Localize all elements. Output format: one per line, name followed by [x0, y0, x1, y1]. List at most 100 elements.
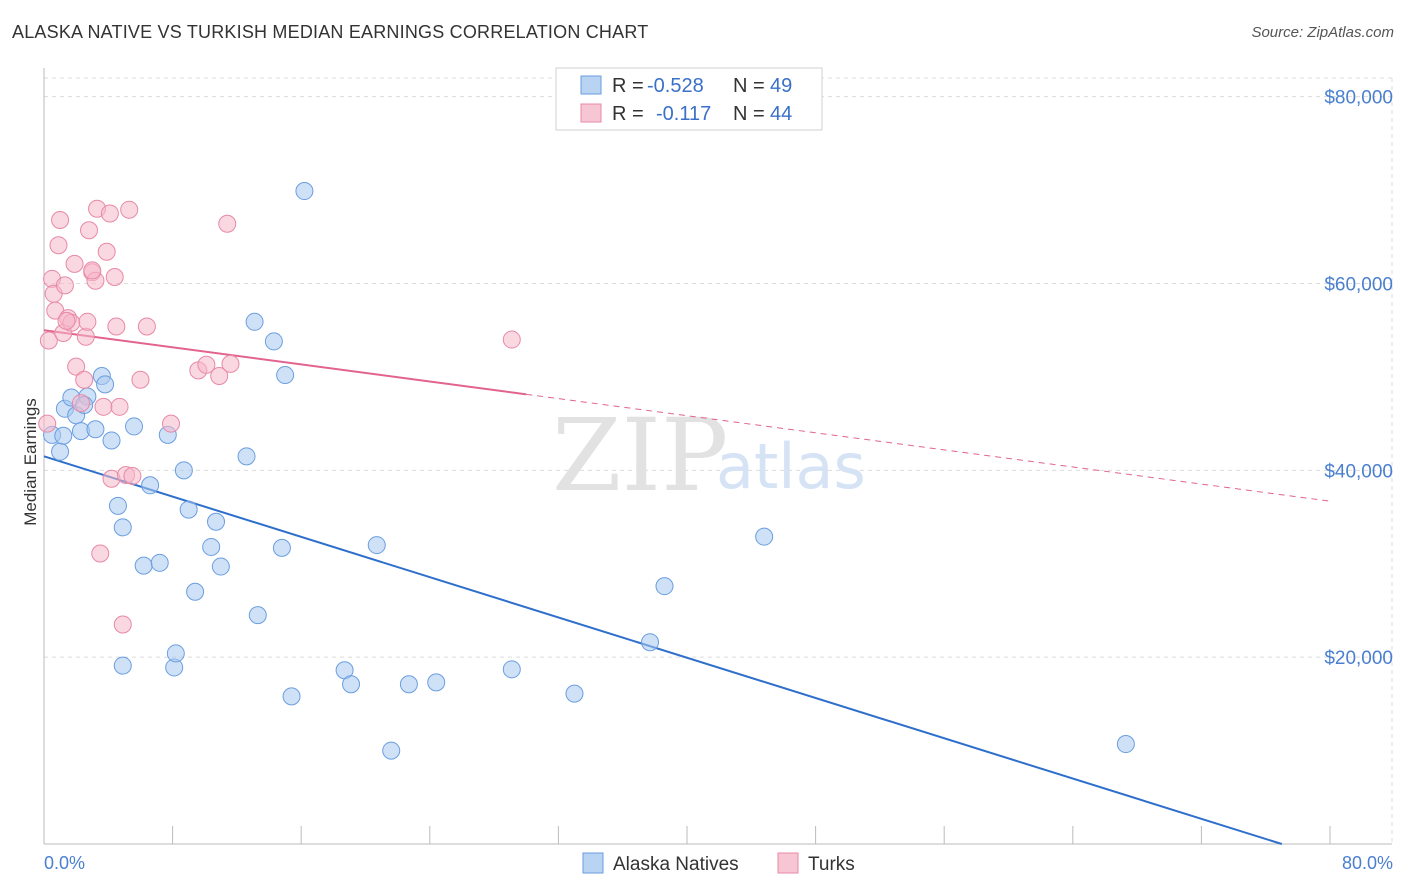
data-point — [65, 254, 84, 273]
data-point — [55, 276, 74, 295]
data-point — [197, 355, 216, 374]
data-point — [282, 687, 301, 706]
data-point — [211, 557, 230, 576]
data-point — [51, 210, 70, 229]
data-point — [207, 512, 226, 531]
legend-bottom-label-alaska: Alaska Natives — [613, 854, 739, 875]
trend-line-dashed-turks — [526, 393, 1331, 502]
x-tick-label-max: 80.0% — [1342, 853, 1393, 873]
data-point — [367, 536, 386, 555]
legend-bottom-swatch-turks — [777, 852, 799, 874]
data-point — [113, 656, 132, 675]
data-point — [565, 684, 584, 703]
data-point — [399, 675, 418, 694]
trend-line-alaska-natives — [43, 455, 1283, 845]
data-point — [97, 242, 116, 261]
data-point — [245, 312, 264, 331]
data-point — [80, 221, 99, 240]
legend-r-value-turks: -0.117 — [656, 103, 711, 125]
chart-title: ALASKA NATIVE VS TURKISH MEDIAN EARNINGS… — [12, 22, 649, 42]
data-point — [75, 370, 94, 389]
data-point — [108, 496, 127, 515]
legend-n-value-alaska: 49 — [770, 75, 792, 97]
watermark-atlas: atlas — [716, 430, 866, 503]
data-point — [71, 394, 90, 413]
trend-lines — [43, 329, 1331, 845]
data-point — [91, 544, 110, 563]
data-point — [141, 476, 160, 495]
data-point — [248, 606, 267, 625]
legend-r-label-alaska: R = — [612, 75, 644, 97]
data-point — [1116, 735, 1135, 754]
data-point — [166, 644, 185, 663]
legend-bottom-swatch-alaska — [582, 852, 604, 874]
data-point — [427, 673, 446, 692]
data-point — [113, 518, 132, 537]
legend-bottom: Alaska Natives Turks — [582, 852, 855, 875]
data-points — [38, 182, 1135, 760]
data-point — [221, 354, 240, 373]
data-point — [86, 420, 105, 439]
data-point — [102, 431, 121, 450]
data-point — [110, 397, 129, 416]
x-tick-labels: 0.0% 80.0% — [44, 853, 1393, 873]
data-point — [755, 527, 774, 546]
data-point — [202, 537, 221, 556]
data-point — [94, 397, 113, 416]
data-point — [272, 538, 291, 557]
data-point — [655, 577, 674, 596]
data-point — [382, 741, 401, 760]
legend-bottom-label-turks: Turks — [808, 854, 855, 875]
data-point — [186, 582, 205, 601]
chart-source: Source: ZipAtlas.com — [1251, 24, 1394, 41]
axes — [43, 68, 1392, 845]
legend-swatch-turks — [580, 103, 602, 123]
data-point — [502, 660, 521, 679]
data-point — [113, 615, 132, 634]
data-point — [54, 426, 73, 445]
data-point — [120, 200, 139, 219]
data-point — [502, 330, 521, 349]
data-point — [131, 370, 150, 389]
y-tick-label: $80,000 — [1324, 88, 1393, 109]
data-point — [137, 317, 156, 336]
data-point — [134, 556, 153, 575]
data-point — [51, 442, 70, 461]
data-point — [161, 414, 180, 433]
data-point — [96, 375, 115, 394]
watermark: ZIP atlas — [552, 397, 866, 514]
y-tick-label: $60,000 — [1324, 275, 1393, 296]
data-point — [179, 500, 198, 519]
data-point — [264, 332, 283, 351]
y-tick-label: $40,000 — [1324, 461, 1393, 482]
data-point — [83, 261, 102, 280]
data-point — [210, 366, 229, 385]
data-point — [38, 414, 57, 433]
legend-r-value-alaska: -0.528 — [647, 75, 704, 97]
data-point — [100, 204, 119, 223]
data-point — [276, 366, 295, 385]
data-point — [295, 182, 314, 201]
legend-r-label-turks: R = — [612, 103, 644, 125]
x-tick-label-min: 0.0% — [44, 853, 85, 873]
data-point — [237, 447, 256, 466]
y-axis-label: Median Earnings — [21, 398, 40, 526]
series-alaska-natives — [43, 182, 1135, 760]
y-tick-label: $20,000 — [1324, 648, 1393, 669]
legend-n-value-turks: 44 — [770, 103, 792, 125]
data-point — [76, 327, 95, 346]
data-point — [39, 331, 58, 350]
data-point — [641, 633, 660, 652]
data-point — [49, 236, 68, 255]
data-point — [105, 267, 124, 286]
data-point — [78, 312, 97, 331]
watermark-zip: ZIP — [552, 397, 728, 514]
series-turks — [38, 199, 521, 634]
legend-n-label-turks: N = — [733, 103, 765, 125]
data-point — [57, 311, 76, 330]
legend-top: R = -0.528 N = 49 R = -0.117 N = 44 — [555, 67, 823, 131]
data-point — [218, 214, 237, 233]
data-point — [150, 553, 169, 572]
y-tick-labels: $20,000 $40,000 $60,000 $80,000 — [1324, 88, 1393, 669]
